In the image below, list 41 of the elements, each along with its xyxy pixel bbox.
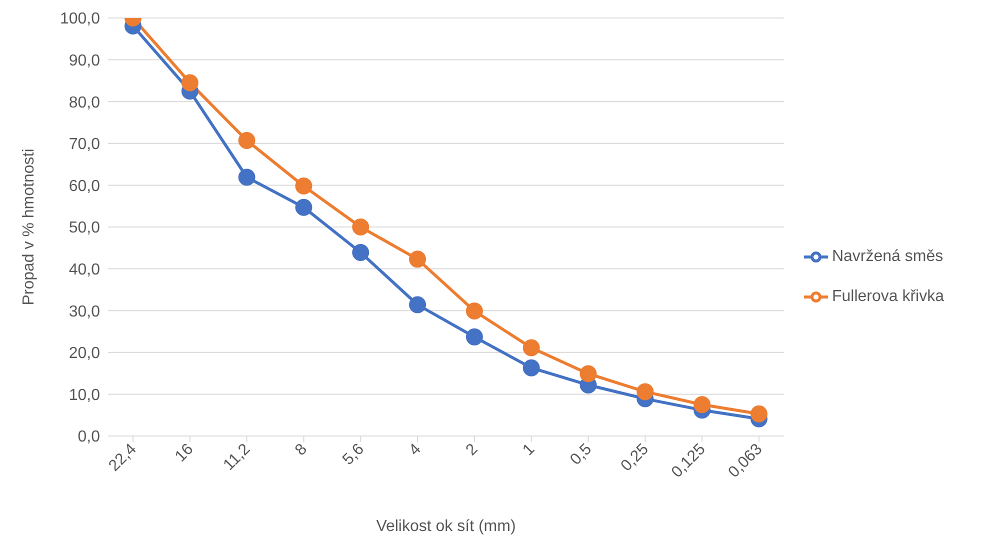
- y-tick-label: 0,0: [78, 428, 100, 446]
- y-tick-label: 70,0: [68, 136, 100, 154]
- y-tick-label: 60,0: [68, 178, 100, 195]
- y-tick-label: 20,0: [68, 345, 100, 362]
- point: [295, 178, 312, 195]
- point: [636, 383, 654, 400]
- legend-label: Navržená směs: [832, 248, 944, 265]
- point: [409, 250, 426, 268]
- point: [352, 218, 370, 236]
- point: [295, 198, 312, 216]
- y-tick-label: 30,0: [68, 303, 100, 320]
- y-axis-title: Propad v % hmotnosti: [20, 148, 38, 306]
- point: [352, 244, 370, 261]
- legend-label: Fullerova křivka: [832, 288, 944, 305]
- point: [466, 328, 483, 346]
- x-tick-label: 1: [520, 440, 538, 460]
- point: [694, 396, 711, 414]
- y-tick-label: 100,0: [60, 10, 100, 28]
- x-tick-label: 4: [406, 440, 424, 460]
- y-tick-label: 40,0: [68, 261, 100, 278]
- x-tick-label: 16: [172, 440, 197, 466]
- x-tick-label: 0,5: [567, 440, 596, 469]
- point: [750, 405, 768, 422]
- y-tick-label: 10,0: [68, 386, 100, 404]
- y-tick-label: 90,0: [68, 52, 100, 70]
- y-tick-label: 50,0: [68, 220, 100, 237]
- point: [409, 296, 426, 314]
- x-tick-label: 2: [462, 440, 482, 460]
- y-tick-label: 80,0: [68, 94, 100, 112]
- point: [238, 132, 256, 149]
- point: [466, 302, 483, 320]
- x-tick-label: 0,25: [618, 440, 652, 475]
- point: [580, 365, 597, 382]
- point: [522, 339, 540, 356]
- x-tick-label: 11,2: [220, 440, 254, 474]
- x-tick-label: 8: [292, 440, 311, 460]
- point: [181, 74, 198, 92]
- point: [238, 168, 256, 186]
- point: [522, 359, 540, 376]
- x-tick-label: 5,6: [340, 440, 368, 469]
- x-axis-title: Velikost ok sít (mm): [376, 518, 516, 535]
